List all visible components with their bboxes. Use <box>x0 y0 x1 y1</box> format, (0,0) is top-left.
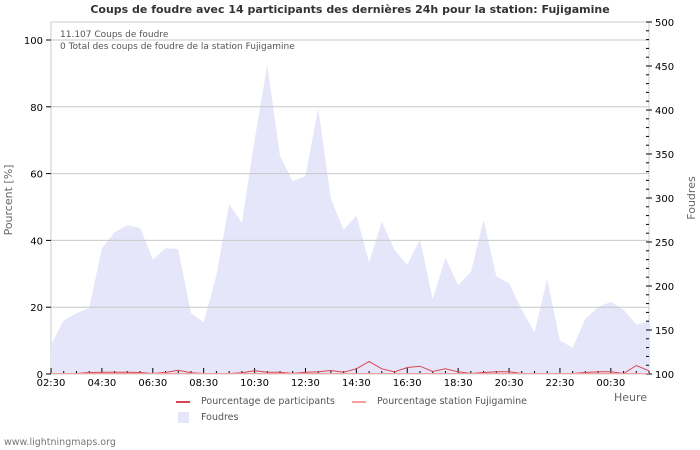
x-tick-label: 22:30 <box>546 378 575 389</box>
legend-swatch-foudres <box>178 412 189 423</box>
x-tick-label: 00:30 <box>596 378 625 389</box>
y-left-tick-label: 100 <box>24 36 43 47</box>
x-tick-label: 04:30 <box>87 378 116 389</box>
info-strikes: 11.107 Coups de foudre <box>60 30 169 40</box>
legend-label-station: Pourcentage station Fujigamine <box>377 396 528 407</box>
x-tick-label: 02:30 <box>37 378 66 389</box>
y-left-tick-label: 60 <box>30 170 43 181</box>
y-right-tick-label: 450 <box>655 62 674 73</box>
x-tick-label: 16:30 <box>393 378 422 389</box>
y-left-tick-label: 0 <box>37 370 43 381</box>
y-right-tick-label: 100 <box>655 370 674 381</box>
x-tick-label: 12:30 <box>291 378 320 389</box>
y-left-tick-label: 40 <box>30 236 43 247</box>
y-right-tick-label: 300 <box>655 194 674 205</box>
x-tick-label: 18:30 <box>444 378 473 389</box>
foudres-area <box>51 65 649 374</box>
legend-label-foudres: Foudres <box>201 412 239 423</box>
y-left-tick-label: 20 <box>30 303 43 314</box>
x-tick-label: 10:30 <box>240 378 269 389</box>
x-tick-label: 14:30 <box>342 378 371 389</box>
x-tick-label: 08:30 <box>189 378 218 389</box>
y-left-tick-label: 80 <box>30 103 43 114</box>
y-right-tick-label: 500 <box>655 18 674 29</box>
x-axis-label: Heure <box>614 391 647 404</box>
y-right-tick-label: 350 <box>655 150 674 161</box>
info-station-total: 0 Total des coups de foudre de la statio… <box>60 42 295 52</box>
footer-source[interactable]: www.lightningmaps.org <box>4 437 116 448</box>
x-tick-label: 06:30 <box>138 378 167 389</box>
y-right-axis-label: Foudres <box>685 176 698 220</box>
chart-title: Coups de foudre avec 14 participants des… <box>90 3 610 16</box>
y-right-tick-label: 250 <box>655 238 674 249</box>
x-tick-label: 20:30 <box>495 378 524 389</box>
legend-swatch-station <box>352 401 366 403</box>
y-right-tick-label: 200 <box>655 282 674 293</box>
y-right-tick-label: 400 <box>655 106 674 117</box>
legend-label-participants: Pourcentage de participants <box>201 396 335 407</box>
y-left-axis-label: Pourcent [%] <box>2 165 15 236</box>
y-right-tick-label: 150 <box>655 326 674 337</box>
legend-swatch-participants <box>176 401 190 403</box>
